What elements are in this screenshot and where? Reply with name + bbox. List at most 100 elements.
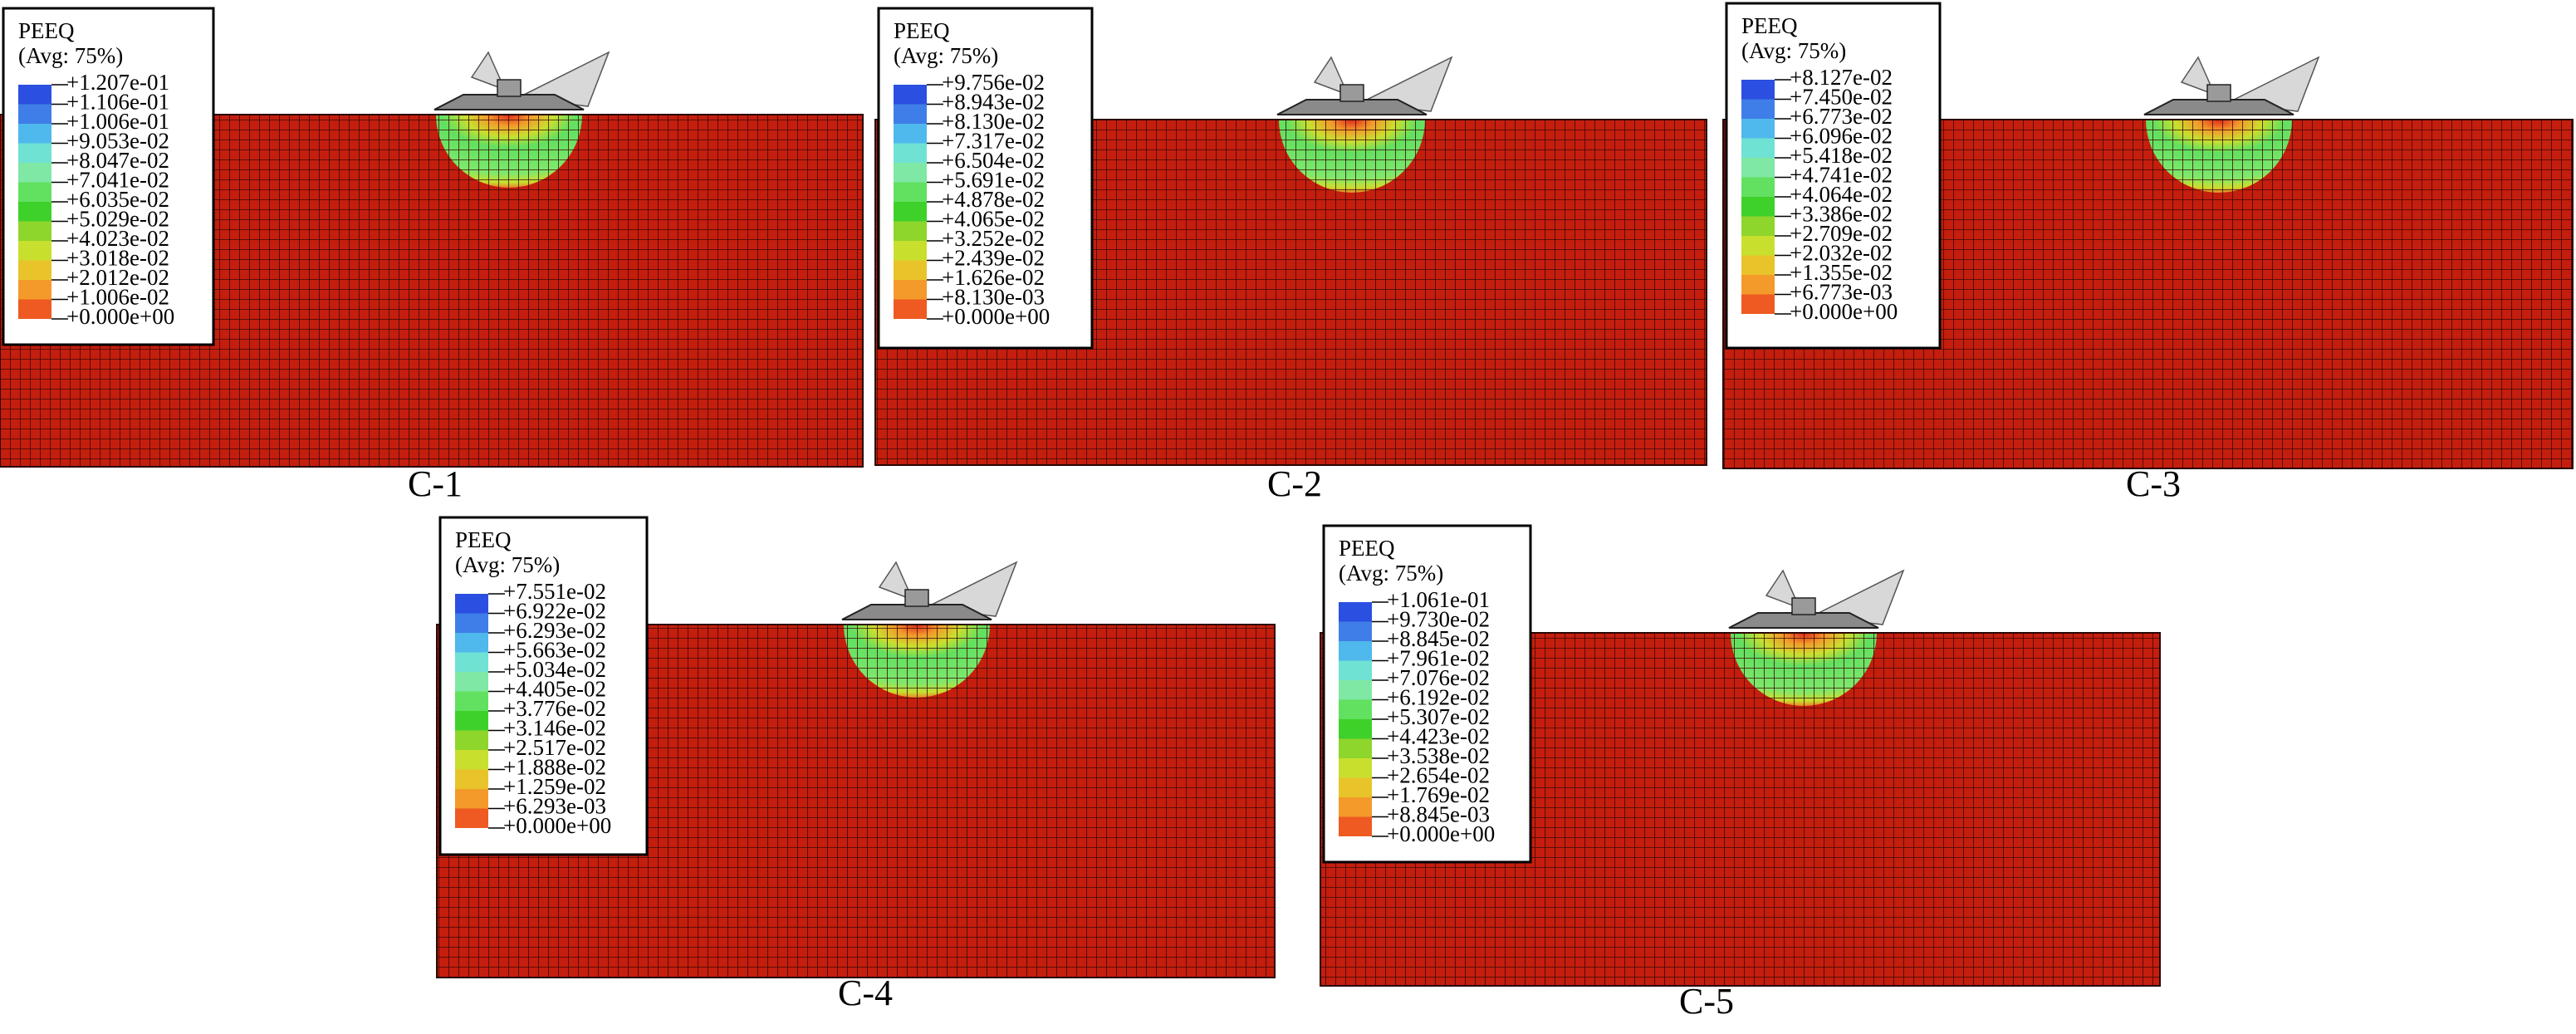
panel: PEEQ(Avg: 75%)+8.127e-02+7.450e-02+6.773…	[1722, 2, 2574, 504]
legend-swatch	[18, 124, 51, 144]
legend-label: +3.776e-02	[503, 696, 606, 721]
legend-swatch	[1339, 816, 1372, 836]
legend-swatch	[894, 280, 927, 300]
legend-swatch	[18, 163, 51, 183]
legend-swatch	[1741, 119, 1775, 139]
legend-label: +7.450e-02	[1790, 85, 1893, 110]
legend-label: +0.000e+00	[1387, 821, 1495, 846]
legend-swatch	[1741, 138, 1775, 158]
legend-label: +5.663e-02	[503, 638, 606, 663]
legend-label: +3.018e-02	[66, 246, 169, 271]
footing-plate	[1728, 612, 1879, 629]
legend-subtitle: (Avg: 75%)	[894, 43, 998, 68]
legend-label: +6.773e-03	[1790, 280, 1893, 305]
legend-swatch	[1339, 758, 1372, 778]
legend-swatch	[1741, 255, 1775, 275]
legend-label: +6.293e-02	[503, 618, 606, 643]
footing-column	[2206, 84, 2231, 102]
legend-swatch	[1741, 275, 1775, 295]
footing-plate	[841, 604, 992, 620]
legend-label: +2.032e-02	[1790, 241, 1893, 266]
legend-label: +6.773e-02	[1790, 104, 1893, 129]
legend-swatch	[455, 730, 488, 750]
legend-subtitle: (Avg: 75%)	[455, 552, 560, 577]
legend-swatch	[1741, 158, 1775, 178]
legend-title: PEEQ	[1741, 13, 1798, 38]
legend-swatch	[18, 104, 51, 124]
legend-label: +1.888e-02	[503, 755, 606, 780]
legend-swatch	[1339, 699, 1372, 719]
legend-title: PEEQ	[455, 527, 512, 552]
legend-swatch	[18, 143, 51, 163]
legend-label: +4.064e-02	[1790, 182, 1893, 207]
legend-swatch	[1741, 216, 1775, 236]
legend-swatch	[1339, 719, 1372, 739]
legend-swatch	[1339, 738, 1372, 758]
legend-label: +8.845e-03	[1387, 802, 1490, 827]
legend-label: +4.405e-02	[503, 677, 606, 702]
legend-label: +0.000e+00	[1790, 299, 1898, 324]
legend-swatch	[18, 221, 51, 241]
panel-caption: C-1	[408, 463, 463, 504]
legend-label: +1.355e-02	[1790, 260, 1893, 285]
legend-swatch	[455, 808, 488, 828]
legend-swatch	[455, 613, 488, 633]
legend-swatch	[18, 182, 51, 202]
legend-swatch	[1339, 660, 1372, 680]
legend-swatch	[1339, 602, 1372, 622]
legend-subtitle: (Avg: 75%)	[18, 43, 123, 68]
legend-label: +7.317e-02	[942, 129, 1045, 154]
legend-label: +1.006e-02	[66, 285, 169, 310]
legend-swatch	[1741, 197, 1775, 217]
legend-label: +2.012e-02	[66, 265, 169, 290]
legend-label: +7.961e-02	[1387, 646, 1490, 671]
legend-title: PEEQ	[18, 18, 75, 43]
legend-label: +6.504e-02	[942, 148, 1045, 173]
legend-label: +8.845e-02	[1387, 626, 1490, 651]
legend-swatch	[894, 221, 927, 241]
legend-swatch	[455, 594, 488, 614]
legend-swatch	[18, 299, 51, 319]
legend-label: +6.922e-02	[503, 599, 606, 624]
footing-column	[1339, 84, 1364, 102]
legend-swatch	[894, 241, 927, 261]
legend-swatch	[18, 241, 51, 261]
legend-swatch	[1741, 294, 1775, 314]
footing-plate	[1276, 99, 1428, 115]
legend-label: +8.943e-02	[942, 90, 1045, 115]
legend-swatch	[455, 633, 488, 653]
panel-caption: C-5	[1679, 981, 1734, 1022]
legend-swatch	[1741, 177, 1775, 197]
legend-swatch	[1339, 621, 1372, 641]
legend-label: +1.259e-02	[503, 774, 606, 799]
panel: PEEQ(Avg: 75%)+7.551e-02+6.922e-02+6.293…	[436, 516, 1276, 1013]
legend-label: +5.029e-02	[66, 207, 169, 232]
legend-swatch	[455, 652, 488, 672]
legend-label: +5.034e-02	[503, 657, 606, 682]
panel-caption: C-4	[838, 973, 893, 1013]
legend-label: +7.041e-02	[66, 168, 169, 193]
panel-caption: C-3	[2126, 463, 2181, 504]
legend-label: +2.654e-02	[1387, 763, 1490, 788]
panel-caption: C-2	[1267, 463, 1322, 504]
legend-label: +0.000e+00	[503, 813, 611, 838]
legend-swatch	[455, 672, 488, 692]
panel: PEEQ(Avg: 75%)+9.756e-02+8.943e-02+8.130…	[874, 7, 1707, 504]
legend-label: +1.006e-01	[66, 109, 169, 134]
legend-label: +3.252e-02	[942, 226, 1045, 251]
legend-label: +7.076e-02	[1387, 665, 1490, 690]
legend-swatch	[894, 124, 927, 144]
legend-label: +2.439e-02	[942, 246, 1045, 271]
legend-label: +1.106e-01	[66, 90, 169, 115]
legend-label: +3.386e-02	[1790, 202, 1893, 227]
legend-label: +8.047e-02	[66, 148, 169, 173]
legend-swatch	[1339, 777, 1372, 797]
legend-title: PEEQ	[894, 18, 950, 43]
footing-column	[497, 79, 522, 97]
legend-swatch	[1339, 641, 1372, 661]
legend-label: +1.207e-01	[66, 70, 169, 95]
legend-swatch	[894, 202, 927, 222]
legend-label: +4.065e-02	[942, 207, 1045, 232]
legend-label: +1.769e-02	[1387, 782, 1490, 807]
legend-swatch	[455, 691, 488, 711]
